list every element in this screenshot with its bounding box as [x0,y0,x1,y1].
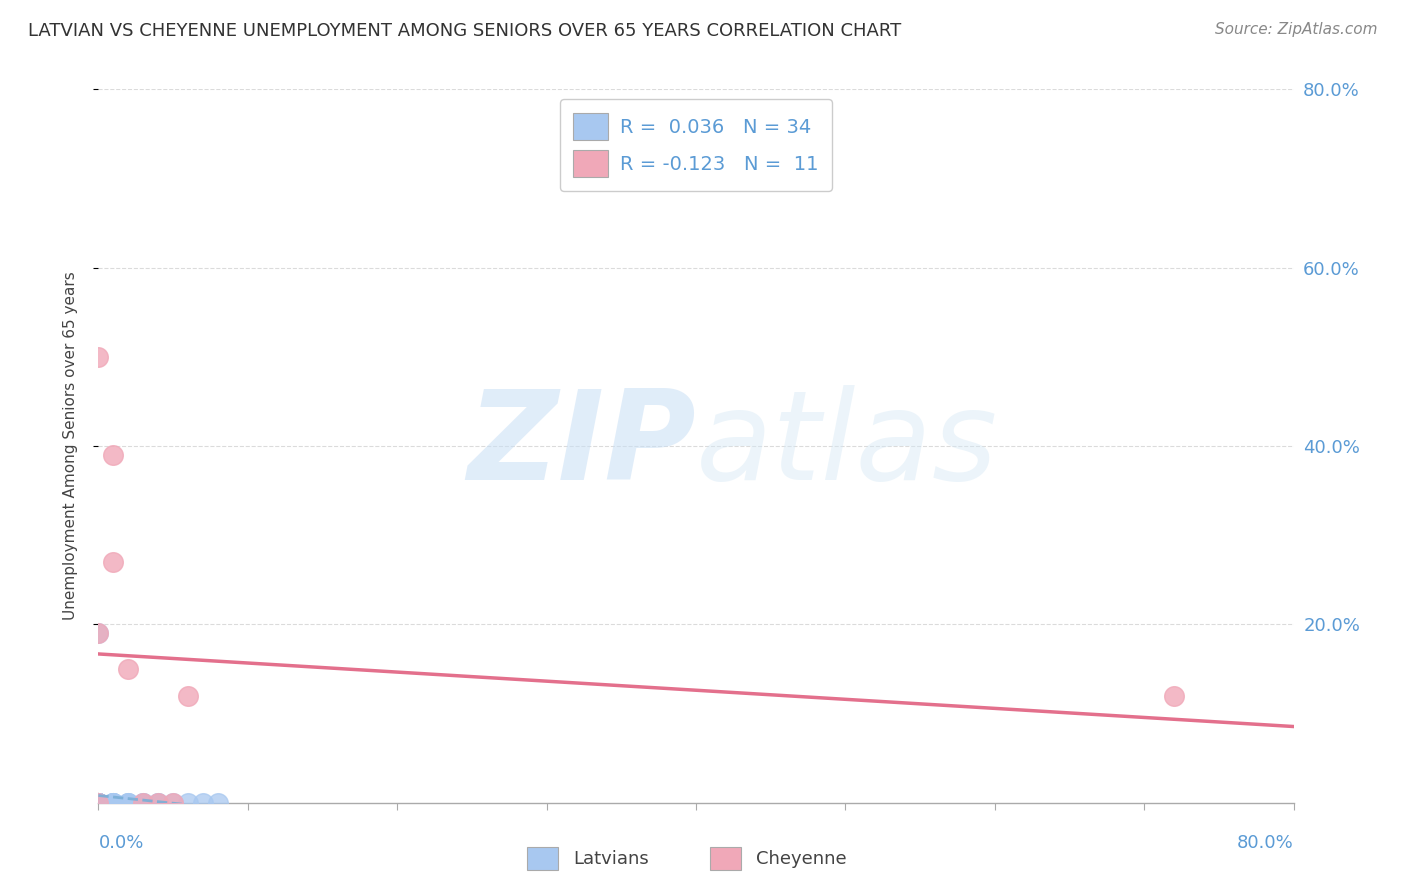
Text: Source: ZipAtlas.com: Source: ZipAtlas.com [1215,22,1378,37]
Point [103,796,125,810]
Point [87,796,110,810]
Point [87,796,110,810]
Point [117,796,139,810]
Legend: R =  0.036   N = 34, R = -0.123   N =  11: R = 0.036 N = 34, R = -0.123 N = 11 [560,99,832,191]
Point [87,796,110,810]
Point [148,796,170,810]
Point [87,796,110,810]
Point [87,796,110,810]
Point [132,796,155,810]
Point [103,448,125,462]
Point [117,796,139,810]
Point [87,796,110,810]
Point [87,796,110,810]
Point [207,796,229,810]
Point [103,796,125,810]
Point [177,689,200,703]
Point [117,662,139,676]
Point [87,350,110,364]
Point [191,796,214,810]
Point [87,796,110,810]
Point [148,796,170,810]
Point [1163,689,1185,703]
Point [103,555,125,569]
Point [177,796,200,810]
Point [117,796,139,810]
Point [87,796,110,810]
Point [87,796,110,810]
Point [132,796,155,810]
Text: Cheyenne: Cheyenne [756,849,846,868]
Text: 0.0%: 0.0% [98,834,143,852]
Text: Latvians: Latvians [574,849,650,868]
Text: LATVIAN VS CHEYENNE UNEMPLOYMENT AMONG SENIORS OVER 65 YEARS CORRELATION CHART: LATVIAN VS CHEYENNE UNEMPLOYMENT AMONG S… [28,22,901,40]
Point [132,796,155,810]
Point [87,796,110,810]
Point [87,796,110,810]
Point [148,796,170,810]
Point [87,796,110,810]
Point [162,796,184,810]
Y-axis label: Unemployment Among Seniors over 65 years: Unemployment Among Seniors over 65 years [63,272,77,620]
Text: atlas: atlas [696,385,998,507]
Point [87,796,110,810]
Point [87,796,110,810]
Point [87,626,110,640]
Point [87,626,110,640]
Point [103,796,125,810]
Point [103,796,125,810]
Point [87,796,110,810]
Point [87,796,110,810]
Point [103,796,125,810]
Text: ZIP: ZIP [467,385,696,507]
Point [87,796,110,810]
Point [162,796,184,810]
Text: 80.0%: 80.0% [1237,834,1294,852]
